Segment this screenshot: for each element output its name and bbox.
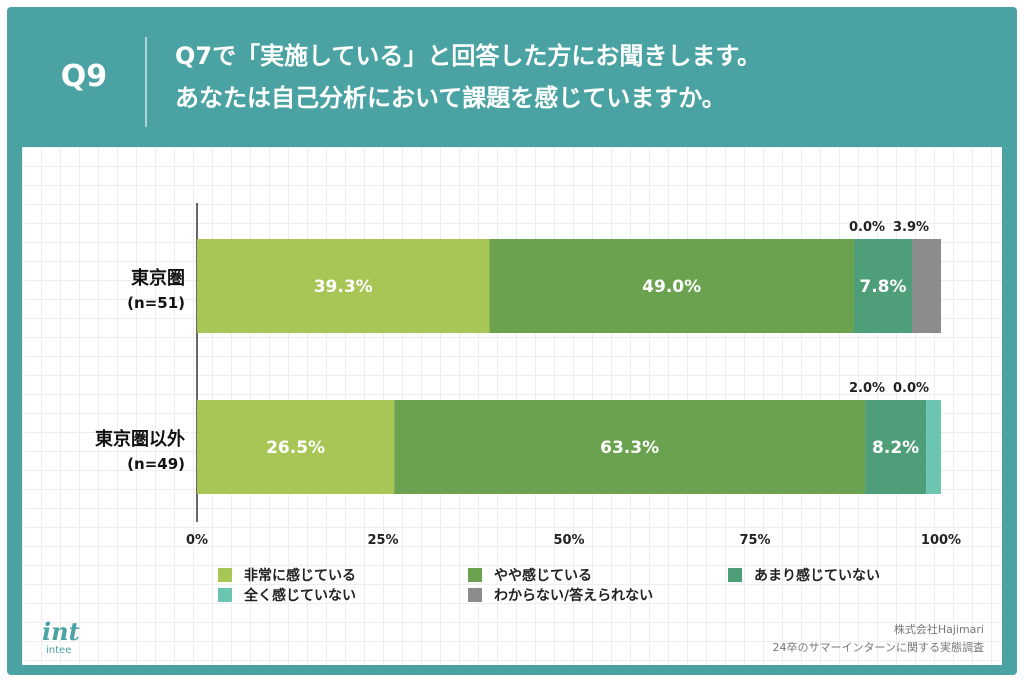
small-value-label: 3.9% xyxy=(893,220,929,235)
legend-label: あまり感じていない xyxy=(754,568,880,584)
bar-segment-1-3 xyxy=(926,400,941,494)
bar-segment-0-4 xyxy=(911,239,941,333)
legend-label: わからない/答えられない xyxy=(494,588,654,604)
header-divider xyxy=(145,37,147,127)
legend-label: やや感じている xyxy=(494,568,592,584)
chart-panel: 39.3% 49.0% 7.8% 0.0% 3.9% 東京圏 (n=51) 26.5% 63.3… xyxy=(22,147,1002,665)
legend-swatch xyxy=(728,568,742,582)
source-survey: 24卒のサマーインターンに関する実態調査 xyxy=(772,641,984,654)
bar-value-label: 8.2% xyxy=(872,438,919,458)
x-tick-label: 25% xyxy=(367,533,398,548)
legend-swatch xyxy=(218,588,232,602)
bar-value-label: 39.3% xyxy=(314,277,373,297)
legend-label: 非常に感じている xyxy=(244,568,356,584)
bar-segment-0-0 xyxy=(197,239,490,333)
bar-segment-1-1 xyxy=(394,400,866,494)
question-header: Q9 Q7で「実施している」と回答した方にお聞きします。 あなたは自己分析におい… xyxy=(7,7,1017,147)
question-title-line1: Q7で「実施している」と回答した方にお聞きします。 xyxy=(175,42,761,70)
legend-item: わからない/答えられない xyxy=(468,585,653,605)
source-credit: 株式会社Hajimari 24卒のサマーインターンに関する実態調査 xyxy=(773,621,984,657)
small-value-label: 0.0% xyxy=(893,381,929,396)
chart-frame: Q9 Q7で「実施している」と回答した方にお聞きします。 あなたは自己分析におい… xyxy=(7,7,1017,675)
small-value-label: 2.0% xyxy=(849,381,885,396)
small-value-label: 0.0% xyxy=(849,220,885,235)
category-label: 東京圏 xyxy=(131,267,185,289)
bar-value-label: 49.0% xyxy=(642,277,701,297)
bar-segment-0-1 xyxy=(489,239,854,333)
category-label: 東京圏以外 xyxy=(95,428,185,450)
legend-label: 全く感じていない xyxy=(244,588,356,604)
question-title: Q7で「実施している」と回答した方にお聞きします。 あなたは自己分析において課題… xyxy=(175,35,761,119)
legend-swatch xyxy=(468,568,482,582)
logo-name: intee xyxy=(46,645,72,656)
category-sample-size: (n=49) xyxy=(127,455,185,473)
question-number: Q9 xyxy=(60,59,108,94)
logo-mark: int xyxy=(42,617,80,646)
bar-value-label: 26.5% xyxy=(266,438,325,458)
legend-swatch xyxy=(218,568,232,582)
bar-segment-1-0 xyxy=(197,400,395,494)
x-tick-label: 75% xyxy=(739,533,770,548)
x-tick-label: 100% xyxy=(921,533,961,548)
bar-value-label: 63.3% xyxy=(600,438,659,458)
intee-logo: int intee xyxy=(42,619,102,663)
source-company: 株式会社Hajimari xyxy=(893,623,984,636)
x-tick-label: 0% xyxy=(186,533,208,548)
category-sample-size: (n=51) xyxy=(127,294,185,312)
x-tick-label: 50% xyxy=(553,533,584,548)
legend-swatch xyxy=(468,588,482,602)
stacked-bar-chart: 39.3% 49.0% 7.8% 0.0% 3.9% 東京圏 (n=51) 26.5% 63.3… xyxy=(95,203,961,548)
legend-item: あまり感じていない xyxy=(728,565,880,585)
legend-item: 非常に感じている xyxy=(218,565,356,585)
question-title-line2: あなたは自己分析において課題を感じていますか。 xyxy=(175,84,726,112)
legend: 非常に感じている やや感じている あまり感じていない全く感じていない わからない/答え… xyxy=(218,565,938,615)
legend-item: 全く感じていない xyxy=(218,585,356,605)
bar-segment-1-2 xyxy=(865,400,927,494)
bar-segment-0-2 xyxy=(853,239,912,333)
legend-item: やや感じている xyxy=(468,565,592,585)
bar-value-label: 7.8% xyxy=(859,277,906,297)
